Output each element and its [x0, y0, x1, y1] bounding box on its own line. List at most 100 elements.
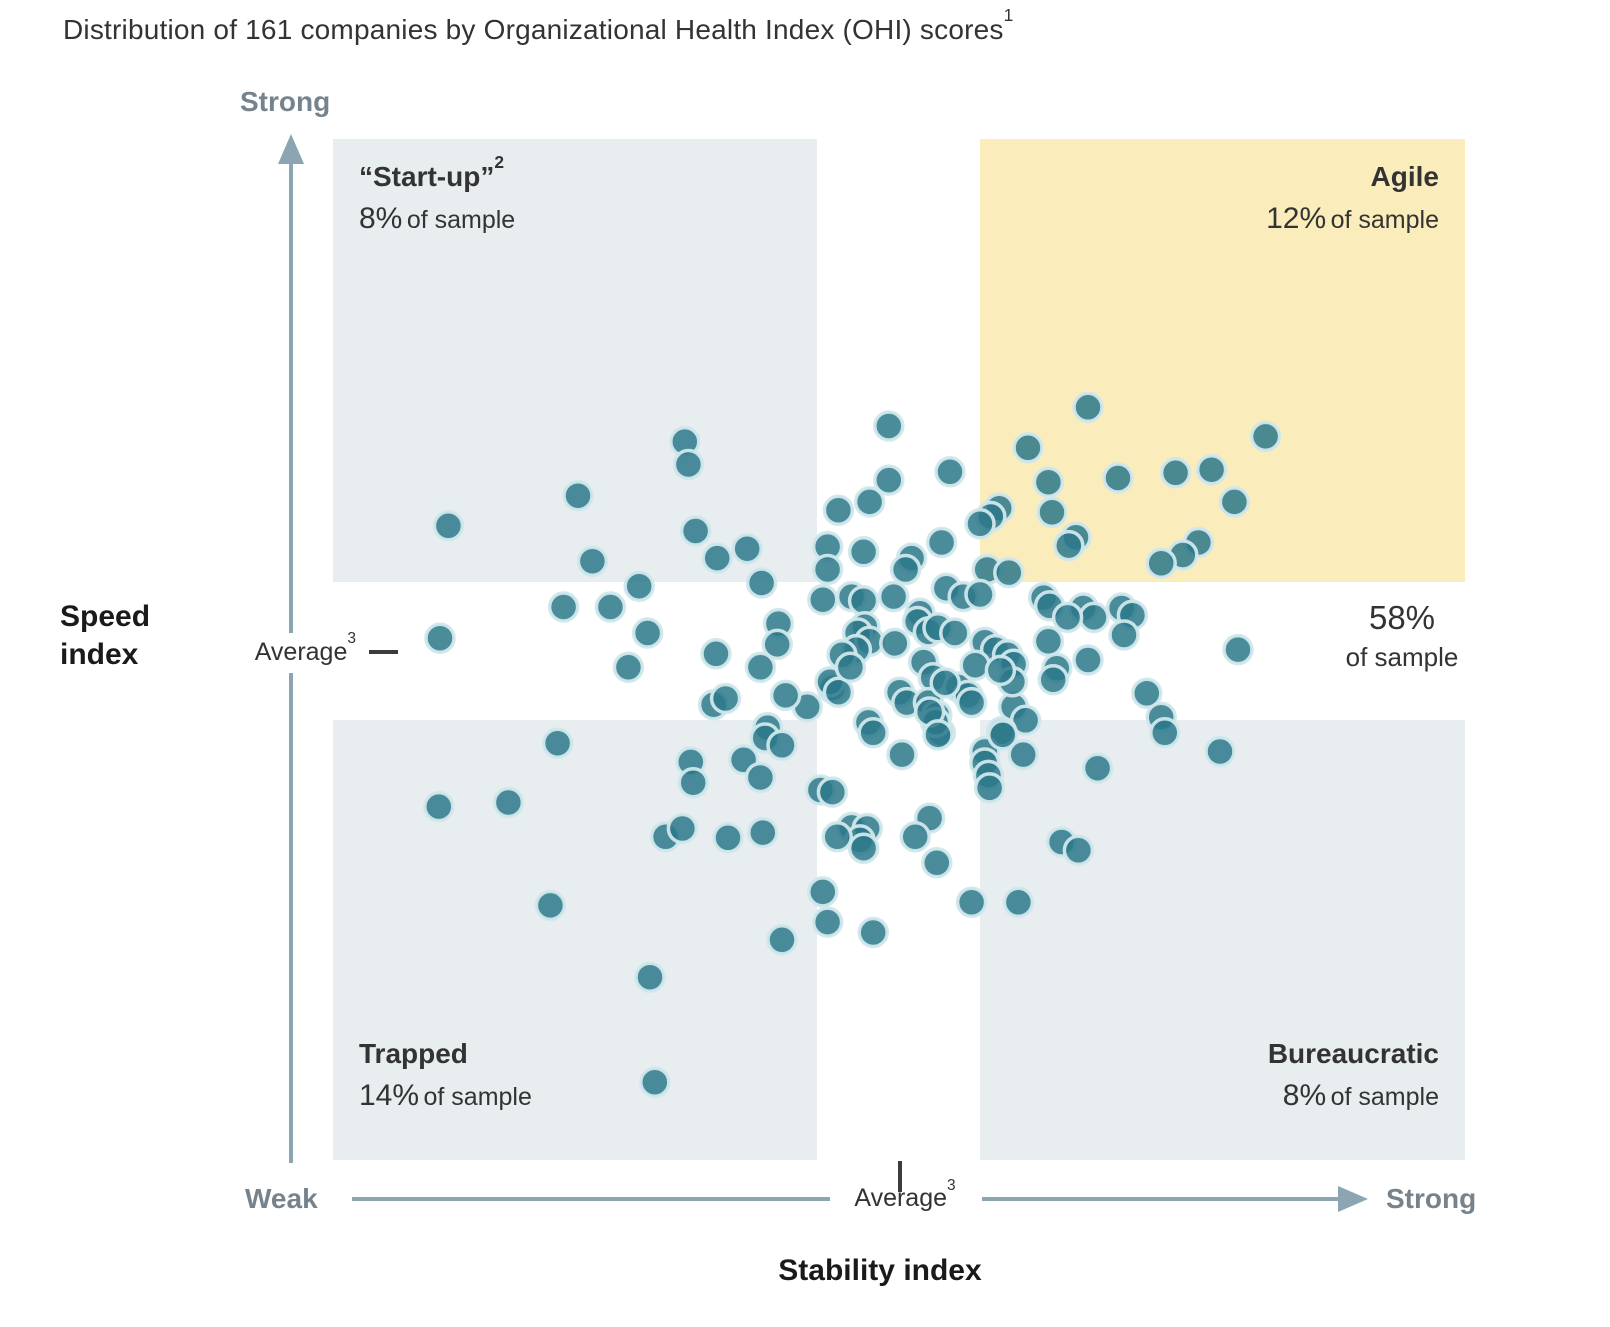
y-average-label: Average3 — [150, 631, 398, 671]
quadrant-agile-name: Agile — [1370, 161, 1439, 192]
company-dot — [1145, 547, 1177, 580]
company-dot — [1053, 529, 1085, 562]
company-dot — [857, 916, 889, 949]
quadrant-trapped-stat: 14% of sample — [359, 1078, 791, 1114]
quadrant-trapped-pct: 14% — [359, 1079, 420, 1112]
x-average-word: Average — [854, 1184, 948, 1212]
y-axis-arrowhead-icon — [278, 134, 304, 164]
company-dot — [1072, 391, 1104, 424]
company-dot — [424, 622, 456, 654]
quadrant-bureaucratic: Bureaucratic 8% of sample — [980, 720, 1465, 1160]
company-dot — [1037, 664, 1069, 696]
company-dot — [899, 821, 931, 853]
company-dot — [879, 627, 911, 660]
company-dot — [1081, 752, 1114, 784]
chart-title-footnote: 1 — [1003, 4, 1014, 25]
x-axis-arrowhead-icon — [1338, 1186, 1368, 1212]
y-axis-title: Speed index — [60, 600, 151, 671]
company-dot — [821, 821, 853, 853]
quadrant-agile-suffix: of sample — [1330, 205, 1439, 234]
company-dot — [634, 961, 666, 993]
company-dot — [766, 924, 798, 956]
company-dot — [761, 628, 793, 661]
company-dot — [677, 766, 709, 799]
company-dot — [672, 448, 705, 481]
company-dot — [959, 649, 991, 681]
company-dot — [594, 591, 627, 623]
company-dot — [925, 526, 958, 559]
company-dot — [1036, 496, 1068, 529]
company-dot — [1222, 633, 1254, 666]
quadrant-agile-pct: 12% — [1266, 201, 1327, 235]
company-dot — [857, 717, 889, 749]
y-average-text: Average3 — [254, 631, 356, 667]
company-dot — [847, 536, 880, 568]
company-dot — [712, 822, 744, 854]
center-pct: 58% — [1368, 599, 1436, 636]
company-dot — [562, 479, 594, 512]
y-axis-strong-label: Strong — [240, 86, 331, 117]
company-dot — [766, 729, 798, 762]
company-dot — [922, 719, 954, 751]
company-dot — [1102, 462, 1134, 494]
company-dot — [534, 889, 567, 922]
company-dot — [964, 508, 996, 540]
quadrant-trapped-suffix: of sample — [423, 1083, 532, 1111]
quadrant-startup-name-text: “Start-up” — [359, 161, 495, 192]
quadrant-startup-footnote: 2 — [494, 151, 504, 172]
company-dot — [993, 556, 1025, 589]
company-dot — [984, 654, 1017, 687]
company-dot — [934, 456, 966, 488]
company-dot — [929, 667, 961, 699]
company-dot — [847, 832, 880, 864]
x-axis-title: Stability index — [778, 1254, 982, 1287]
company-dot — [822, 494, 855, 526]
company-dot — [1051, 601, 1084, 634]
company-dot — [877, 580, 910, 613]
company-dot — [834, 651, 867, 684]
company-dot — [432, 510, 465, 542]
company-dot — [873, 410, 905, 442]
company-dot — [631, 617, 664, 649]
company-dot — [987, 719, 1019, 751]
company-dot — [822, 676, 855, 708]
company-dot — [623, 570, 655, 602]
company-dot — [547, 591, 580, 623]
company-dot — [1159, 457, 1192, 489]
quadrant-trapped: Trapped 14% of sample — [333, 720, 817, 1160]
company-dot — [1032, 625, 1065, 658]
quadrant-startup-stat: 8% of sample — [359, 201, 791, 237]
quadrant-startup-suffix: of sample — [406, 205, 516, 234]
y-average-footnote: 3 — [347, 630, 356, 648]
company-dot — [1032, 466, 1065, 498]
company-dot — [939, 617, 971, 649]
company-dot — [807, 583, 839, 616]
company-dot — [1249, 420, 1282, 453]
company-dot — [964, 578, 996, 611]
quadrant-bureaucratic-pct: 8% — [1282, 1079, 1327, 1112]
company-dot — [1062, 834, 1095, 867]
quadrant-startup-name: “Start-up”2 — [359, 153, 791, 194]
center-suffix: of sample — [1345, 642, 1459, 673]
company-dot — [769, 679, 802, 712]
company-dot — [745, 567, 778, 599]
company-dot — [889, 553, 922, 586]
company-dot — [955, 686, 988, 719]
y-average-tick — [369, 650, 398, 654]
company-dot — [1002, 886, 1035, 919]
company-dot — [423, 790, 455, 823]
quadrant-agile-stat: 12% of sample — [1006, 201, 1439, 237]
quadrant-bureaucratic-name: Bureaucratic — [1267, 1038, 1439, 1070]
company-dot — [853, 486, 886, 518]
chart-title: Distribution of 161 companies by Organiz… — [63, 6, 1013, 46]
x-axis-strong-label: Strong — [1386, 1183, 1477, 1214]
company-dot — [955, 886, 988, 919]
company-dot — [731, 532, 763, 565]
company-dot — [1218, 486, 1251, 518]
company-dot — [1149, 717, 1181, 749]
y-average-word: Average — [254, 637, 348, 666]
company-dot — [1195, 453, 1228, 486]
x-average-footnote: 3 — [947, 1176, 956, 1194]
